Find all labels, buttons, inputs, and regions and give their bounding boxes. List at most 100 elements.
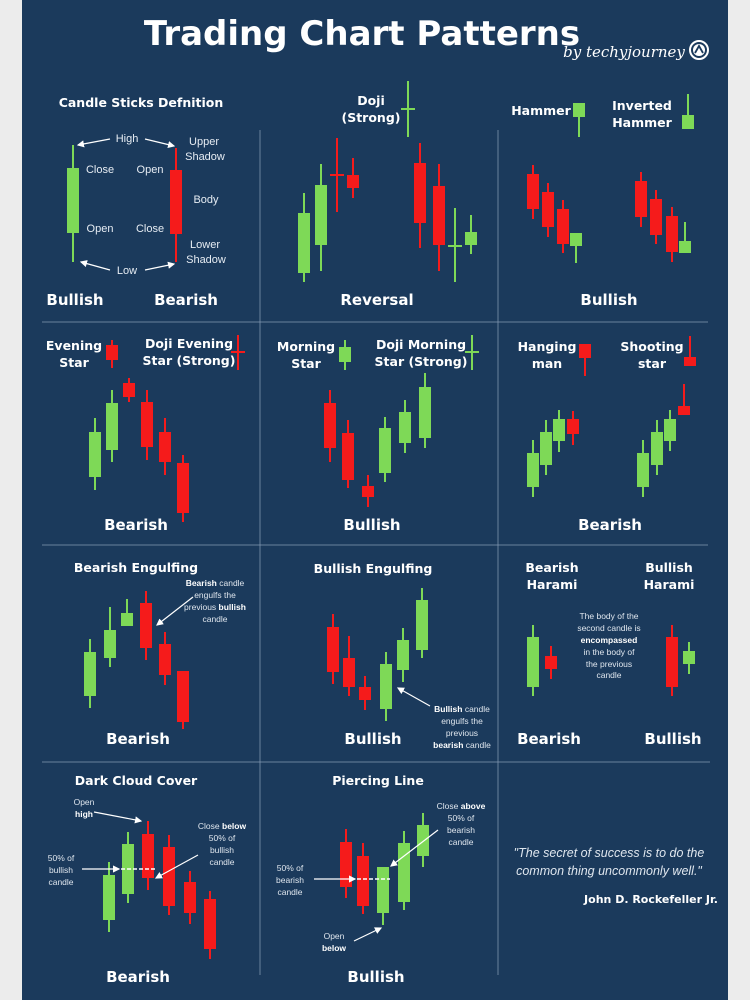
note: candle xyxy=(277,887,302,897)
candle-body xyxy=(377,867,389,913)
candle-body xyxy=(465,232,477,245)
candle-body xyxy=(106,345,118,360)
bearish-candle xyxy=(163,835,175,915)
bearish-candle xyxy=(327,614,339,684)
note: high xyxy=(75,809,93,819)
heading: Candle Sticks Defnition xyxy=(59,95,224,110)
candle-body xyxy=(567,419,579,434)
bearish-candle xyxy=(635,172,647,227)
label-bullish: Bullish xyxy=(343,516,400,534)
label-bullish: Bullish xyxy=(580,291,637,309)
bearish-candle xyxy=(362,475,374,507)
candle-cross xyxy=(448,245,462,247)
heading-doji-evening-star: Doji Evening xyxy=(145,336,233,351)
heading-doji-evening-star: Star (Strong) xyxy=(143,353,236,368)
candle-body xyxy=(159,432,171,462)
note: bearish xyxy=(447,825,475,835)
bullish-candle xyxy=(121,599,133,626)
bearish-candle xyxy=(142,821,154,890)
bullish-candle xyxy=(573,103,585,137)
candle-body xyxy=(527,453,539,487)
bullish-candle xyxy=(416,588,428,658)
candle-body xyxy=(357,856,369,906)
bullish-candle xyxy=(67,145,79,262)
candle-body xyxy=(557,209,569,244)
candle-body xyxy=(398,843,410,902)
heading-bullish-harami: Bullish xyxy=(645,560,693,575)
panel-evening-star: Evening Star Doji Evening Star (Strong) … xyxy=(46,336,236,534)
bearish-candle xyxy=(542,183,554,237)
bearish-candle xyxy=(678,384,690,415)
heading-hammer: Hammer xyxy=(511,103,571,118)
label-bearish: Bearish xyxy=(578,516,642,534)
candle-body xyxy=(121,613,133,626)
bullish-candle xyxy=(553,410,565,452)
bearish-candle xyxy=(123,378,135,402)
note: Bearish candle xyxy=(186,578,245,588)
candle-body xyxy=(141,402,153,447)
heading-morning-star: Star xyxy=(291,356,321,371)
label-bearish: Bearish xyxy=(517,730,581,748)
label-close: Close xyxy=(136,223,164,235)
note: previous xyxy=(446,728,478,738)
candle-body xyxy=(315,185,327,245)
panel-harami: Bearish Harami Bullish Harami The body o… xyxy=(517,560,702,748)
note: bullish xyxy=(49,865,73,875)
bearish-candle xyxy=(684,336,696,366)
panel-morning-star: Morning Star Doji Morning Star (Strong) … xyxy=(277,337,468,534)
candle-body xyxy=(347,175,359,188)
bearish-candle xyxy=(666,625,678,696)
note: encompassed xyxy=(581,635,638,645)
candle-body xyxy=(417,825,429,856)
label-body: Body xyxy=(193,194,219,206)
candle-body xyxy=(579,344,591,358)
label-high: High xyxy=(116,133,139,145)
grid-dividers xyxy=(42,130,710,975)
bearish-candle xyxy=(650,190,662,244)
bullish-doji-candle xyxy=(401,81,415,137)
note: previous bullish xyxy=(184,602,246,612)
candle-body xyxy=(343,658,355,687)
candle-body xyxy=(159,644,171,675)
bullish-doji-candle xyxy=(465,335,479,370)
bearish-candle xyxy=(557,200,569,253)
candle-body xyxy=(666,216,678,252)
note: Open xyxy=(324,931,345,941)
panel-hammer: Hammer Inverted Hammer Bullish xyxy=(511,98,672,309)
bullish-candle xyxy=(106,390,118,462)
bullish-candle xyxy=(679,222,691,253)
candle-body xyxy=(380,664,392,709)
candle-body xyxy=(678,406,690,415)
candle-body xyxy=(414,163,426,223)
panel-bullish-engulfing: Bullish Engulfing Bullish candle engulfs… xyxy=(314,561,491,750)
label-upper-shadow: Shadow xyxy=(185,151,225,163)
note: engulfs the xyxy=(441,716,483,726)
candle-body xyxy=(342,433,354,480)
bearish-candle xyxy=(433,164,445,271)
bullish-candle xyxy=(84,639,96,708)
bullish-candle xyxy=(465,215,477,254)
candle-body xyxy=(184,882,196,913)
label-bearish: Bearish xyxy=(106,730,170,748)
bearish-candle xyxy=(545,646,557,679)
note: 50% of xyxy=(448,813,475,823)
quote-text: common thing uncommonly well." xyxy=(516,864,702,878)
bullish-candle xyxy=(419,373,431,448)
candle-body xyxy=(542,192,554,227)
note: Open xyxy=(74,797,95,807)
note: candle xyxy=(202,614,227,624)
candle-body xyxy=(416,600,428,650)
heading-morning-star: Morning xyxy=(277,339,335,354)
bullish-candle xyxy=(399,400,411,453)
panel-piercing-line: Piercing Line Close above 50% of bearish… xyxy=(276,773,486,986)
candle-cross xyxy=(330,174,344,176)
label-bullish: Bullish xyxy=(344,730,401,748)
panel-reversal: Doji (Strong) Reversal xyxy=(340,93,413,309)
bullish-candle xyxy=(298,193,310,282)
candle-body xyxy=(540,432,552,465)
heading-bullish-harami: Harami xyxy=(644,577,695,592)
candle-body xyxy=(140,603,152,648)
bearish-candle xyxy=(170,148,182,262)
note: bearish xyxy=(276,875,304,885)
